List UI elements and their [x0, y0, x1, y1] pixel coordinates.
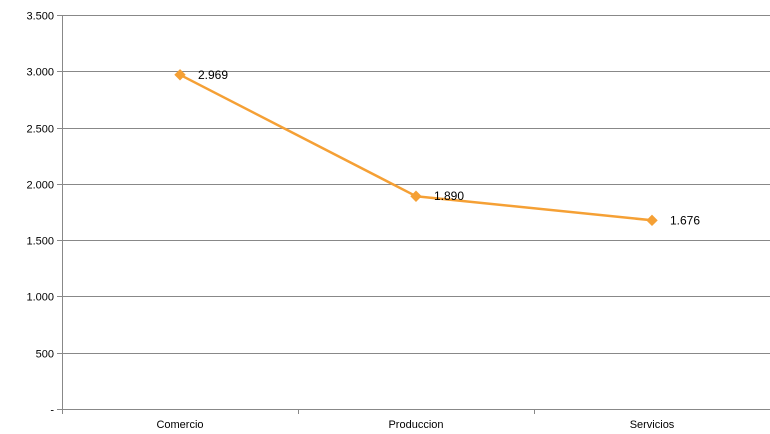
y-tick-label: 3.000 [26, 67, 54, 79]
y-tick-label: 1.500 [26, 236, 54, 248]
plot-area [62, 15, 770, 409]
data-label: 1.676 [670, 213, 700, 227]
series-group [174, 69, 658, 227]
y-tick-label: 1.000 [26, 292, 54, 304]
y-tick-label: 500 [36, 349, 54, 361]
data-label: 2.969 [198, 68, 228, 82]
y-tick-label: 2.500 [26, 124, 54, 136]
y-tick-label: - [50, 405, 54, 417]
data-point-marker [410, 190, 422, 202]
data-point-marker [174, 69, 186, 81]
y-axis-tick-labels: - 500 1.000 1.500 2.000 2.500 3.000 3.500 [26, 11, 54, 417]
data-labels: 2.969 1.890 1.676 [198, 68, 700, 228]
data-point-marker [646, 214, 658, 227]
x-tick-label: Produccion [388, 419, 443, 431]
x-tick-label: Comercio [156, 419, 203, 431]
y-tick-label: 3.500 [26, 11, 54, 23]
y-tick-label: 2.000 [26, 180, 54, 192]
x-axis-tick-labels: Comercio Produccion Servicios [156, 419, 674, 431]
axes [57, 15, 770, 414]
x-tick-label: Servicios [630, 419, 675, 431]
data-label: 1.890 [434, 189, 464, 203]
